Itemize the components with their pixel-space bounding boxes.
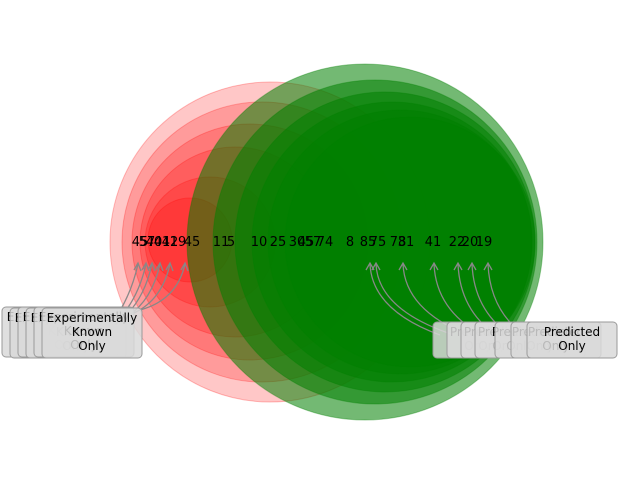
region-count: 57 bbox=[305, 235, 322, 250]
region-count: 19 bbox=[476, 235, 493, 250]
region-count: 45 bbox=[298, 235, 315, 250]
region-count: 8 bbox=[346, 235, 354, 250]
region-count: 5 bbox=[227, 235, 235, 250]
region-count: 30 bbox=[289, 235, 306, 250]
region-count: 74 bbox=[317, 235, 334, 250]
region-count: 41 bbox=[425, 235, 442, 250]
region-count: 22 bbox=[449, 235, 466, 250]
region-count: 40 bbox=[146, 235, 163, 250]
region-count: 85 bbox=[360, 235, 377, 250]
callout-arrow bbox=[139, 263, 186, 311]
label-text: Predicted bbox=[544, 325, 600, 339]
label-text: Experimentally bbox=[47, 311, 137, 325]
arrow-head bbox=[398, 261, 408, 271]
arrow-head bbox=[155, 261, 164, 272]
region-count: 19 bbox=[170, 235, 187, 250]
region-count: 25 bbox=[270, 235, 287, 250]
label-text: Only bbox=[78, 339, 106, 353]
predicted-circles bbox=[186, 63, 544, 421]
label-box bbox=[526, 321, 618, 359]
arrow-head bbox=[147, 261, 156, 272]
region-count: 78 bbox=[390, 235, 407, 250]
arrow-head bbox=[165, 261, 174, 272]
region-count: 11 bbox=[213, 235, 230, 250]
region-count: 10 bbox=[251, 235, 268, 250]
region-count: 20 bbox=[462, 235, 479, 250]
arrow-head bbox=[453, 261, 463, 271]
arrow-head bbox=[371, 261, 381, 271]
predicted-circle bbox=[284, 116, 536, 368]
region-count: 45 bbox=[132, 235, 149, 250]
region-count: 42 bbox=[162, 235, 179, 250]
arrow-head bbox=[133, 261, 142, 272]
arrow-head bbox=[467, 261, 477, 271]
label-box bbox=[41, 307, 143, 359]
arrow-head bbox=[180, 261, 189, 272]
right-label-boxes: PredictedOnlyPredictedOnlyPredictedOnlyP… bbox=[432, 321, 618, 359]
arrow-head bbox=[429, 261, 439, 271]
region-count: 31 bbox=[398, 235, 415, 250]
region-count: 75 bbox=[370, 235, 387, 250]
arrow-head bbox=[141, 261, 150, 272]
label-text: Only bbox=[558, 339, 586, 353]
left-label-boxes: ExperimentallyKnownOnlyExperimentallyKno… bbox=[1, 306, 143, 359]
region-count: 57 bbox=[139, 235, 156, 250]
label-text: Known bbox=[72, 325, 112, 339]
region-count: 45 bbox=[184, 235, 201, 250]
region-count: 41 bbox=[154, 235, 171, 250]
arrow-head bbox=[483, 261, 493, 271]
callout-arrow bbox=[369, 263, 441, 336]
